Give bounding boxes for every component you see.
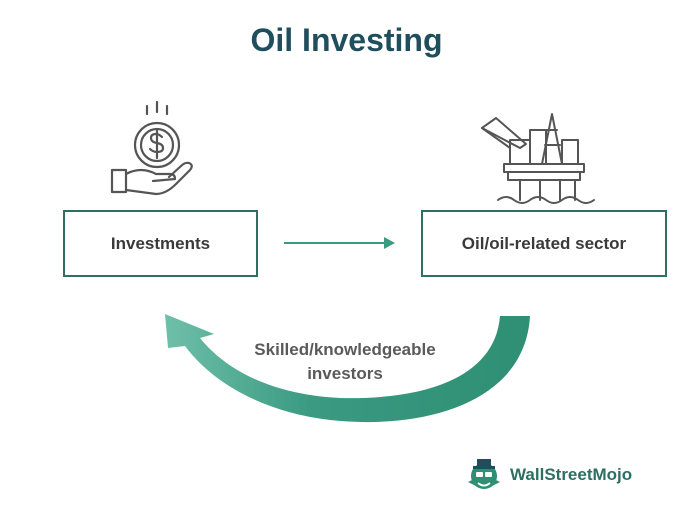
investments-box: Investments (63, 210, 258, 277)
cycle-label-line1: Skilled/knowledgeable (254, 340, 436, 359)
investments-label: Investments (110, 233, 211, 253)
money-hand-icon (110, 100, 193, 196)
brand-name: WallStreetMojo (510, 465, 633, 484)
cycle-label-line2: investors (307, 364, 383, 383)
oil-sector-label: Oil/oil-related sector (461, 233, 627, 253)
page-title: Oil Investing (250, 22, 443, 58)
flow-arrow (284, 237, 395, 249)
oil-sector-box: Oil/oil-related sector (421, 210, 667, 277)
cycle-arrow (165, 314, 530, 423)
cycle-label: Skilled/knowledgeable investors (210, 338, 480, 386)
mojo-mascot-icon (468, 459, 500, 489)
oil-rig-icon (481, 113, 595, 204)
brand-logo: WallStreetMojo (464, 455, 632, 495)
